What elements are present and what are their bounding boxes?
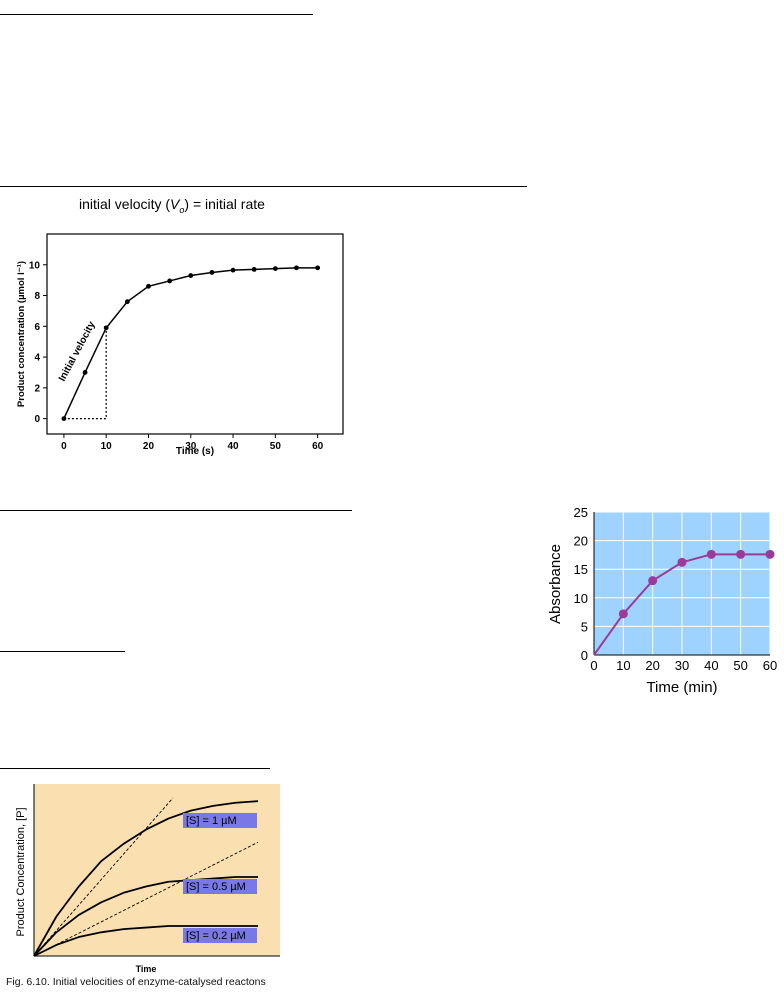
chart1-point xyxy=(251,266,257,272)
divider-rule-1 xyxy=(0,14,313,15)
chart1-ytick-label: 6 xyxy=(34,322,40,333)
chart1-xtick-label: 50 xyxy=(270,441,282,452)
chart1-ytick-label: 10 xyxy=(29,260,41,271)
chart1-point xyxy=(272,266,278,272)
chart2-point xyxy=(765,549,775,559)
chart3-series-label-bg xyxy=(183,879,257,894)
chart2-ytick-label: 15 xyxy=(574,562,588,577)
chart3-series-curve xyxy=(33,925,258,957)
chart2-ytick-label: 10 xyxy=(574,591,588,606)
chart3-series-label: [S] = 0.2 µM xyxy=(186,930,246,942)
chart1-ylabel: Product concentration (µmol l⁻¹) xyxy=(16,261,27,407)
chart1-xtick-label: 40 xyxy=(227,441,239,452)
chart1-xlabel: Time (s) xyxy=(176,446,214,457)
chart1-ytick-label: 2 xyxy=(34,383,40,394)
caption-prefix: initial velocity ( xyxy=(79,196,171,212)
chart3-series-label: [S] = 1 µM xyxy=(186,815,237,827)
chart1-xtick-label: 30 xyxy=(185,441,197,452)
figure-caption: Fig. 6.10. Initial velocities of enzyme-… xyxy=(6,976,266,988)
chart1-point xyxy=(294,265,299,271)
chart2-xtick-label: 0 xyxy=(590,658,597,673)
chart1-ytick-label: 8 xyxy=(34,291,40,302)
chart2-xtick-label: 60 xyxy=(763,658,777,673)
chart2-xlabel: Time (min) xyxy=(646,679,717,696)
chart1-point xyxy=(61,416,67,422)
chart-caption: initial velocity (Vo) = initial rate xyxy=(79,196,265,215)
chart3-series-curve xyxy=(33,876,258,957)
chart2-point xyxy=(706,549,716,559)
chart1-point xyxy=(230,267,236,273)
caption-subscript: o xyxy=(179,204,185,215)
chart3-ylabel: Product Concentration, [P] xyxy=(15,807,27,936)
chart1-point xyxy=(103,325,109,331)
divider-rule-2 xyxy=(0,186,527,187)
chart3-tangent-line xyxy=(33,797,174,957)
chart1-point xyxy=(82,370,88,375)
chart2-point xyxy=(677,557,687,567)
chart2-ylabel: Absorbance xyxy=(547,544,564,624)
chart1-point xyxy=(315,265,321,271)
divider-rule-3 xyxy=(0,510,352,511)
chart1-xtick-label: 10 xyxy=(101,441,113,452)
chart2-ytick-label: 20 xyxy=(574,534,588,549)
chart2-xtick-label: 10 xyxy=(616,658,630,673)
caption-suffix: ) = initial rate xyxy=(184,196,265,212)
chart1-point xyxy=(124,299,130,305)
chart3-xlabel: Time xyxy=(136,964,157,974)
chart2-ytick-label: 0 xyxy=(581,648,588,663)
chart2-xtick-label: 30 xyxy=(675,658,689,673)
chart1-point xyxy=(209,270,215,275)
divider-rule-5 xyxy=(0,768,270,769)
chart2-xtick-label: 20 xyxy=(645,658,659,673)
chart1-ytick-label: 4 xyxy=(34,353,40,364)
chart1-xtick-label: 0 xyxy=(61,441,67,452)
chart3-series-curve xyxy=(33,800,259,957)
absorbance-chart: 0 5 10 15 20 25 0 10 20 30 40 50 60 Time (min) Abso… xyxy=(547,505,777,696)
chart2-ytick-label: 5 xyxy=(581,619,588,634)
chart1-point xyxy=(167,278,173,284)
chart1-xtick-label: 60 xyxy=(312,441,324,452)
chart2-point xyxy=(648,576,658,586)
chart2-point xyxy=(736,549,746,559)
chart3-tangent-line xyxy=(33,841,259,957)
chart1-xtick-label: 20 xyxy=(143,441,155,452)
chart2-xtick-label: 50 xyxy=(733,658,747,673)
caption-symbol: V xyxy=(170,196,180,212)
chart2-xtick-label: 40 xyxy=(704,658,718,673)
chart2-ytick-label: 25 xyxy=(574,505,588,520)
chart3-series-label: [S] = 0.5 µM xyxy=(186,881,246,893)
chart3-series-label-bg xyxy=(183,928,257,943)
chart1-point xyxy=(188,273,194,278)
initial-velocities-chart: [S] = 1 µM[S] = 0.5 µM[S] = 0.2 µM Time … xyxy=(15,784,280,974)
chart2-point xyxy=(618,609,628,619)
chart1-ytick-label: 0 xyxy=(34,414,40,425)
divider-rule-4 xyxy=(0,651,125,652)
chart3-series-label-bg xyxy=(183,813,257,828)
chart1-point xyxy=(146,283,151,289)
